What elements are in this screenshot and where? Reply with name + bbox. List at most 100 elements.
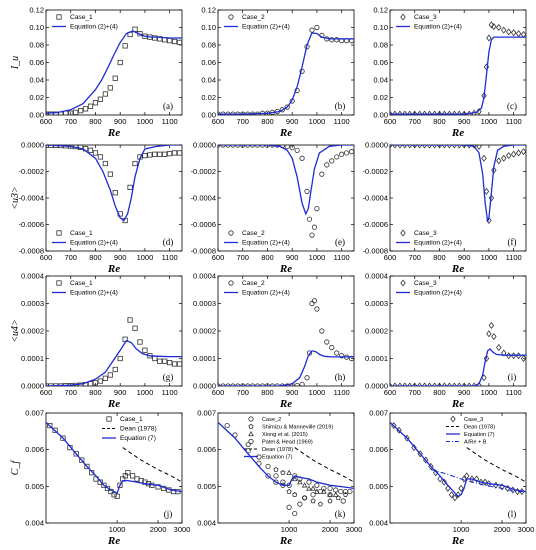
series-line [218,350,354,386]
data-point [466,382,472,386]
legend-label: Equation (2)+(4) [70,290,118,297]
plot-area [390,21,526,115]
data-point [87,147,94,153]
x-tick-label: 1000 [281,525,298,534]
data-point [97,154,103,160]
y-tick-label: -0.0008 [191,247,216,256]
data-point [411,444,417,452]
x-tick-label: 700 [408,117,421,126]
data-point [102,160,108,167]
data-point [397,145,403,149]
y-tick-label: -0.0006 [363,220,388,229]
x-tick-label: 900 [114,388,127,397]
x-tick-label: 600 [212,253,225,262]
data-point [127,184,133,190]
y-tick-label: -0.0006 [19,220,44,229]
panel-label: (l) [508,509,517,519]
data-point [314,482,320,488]
x-tick-label: 800 [261,388,274,397]
legend-marker [400,13,406,21]
data-point [426,110,433,115]
data-point [339,151,345,157]
data-point [67,444,73,451]
data-point [446,382,453,386]
data-point [78,108,84,114]
y-tick-label: 0.007 [197,409,216,418]
data-point [310,485,316,491]
x-tick-label: 3000 [346,525,363,534]
series-line [46,145,182,222]
x-axis-label: Re [107,535,120,547]
x-axis-label: Re [279,398,292,410]
data-point [142,152,148,159]
data-point [441,145,448,149]
data-point [338,488,344,495]
legend-label: Shimizu & Manneville (2019) [262,425,333,431]
legend-marker [106,416,112,422]
data-point [397,110,403,115]
x-tick-label: 1100 [506,253,522,262]
data-point [436,145,443,149]
data-point [107,85,113,91]
y-tick-label: 0.02 [201,93,216,102]
data-point [451,145,457,149]
data-point [112,75,118,81]
legend-label: Case_1 [70,230,93,237]
y-tick-label: 0.12 [201,6,216,15]
legend-label: Patel & Head (1969) [262,440,313,446]
legend-label: Case_3 [414,230,437,237]
x-tick-label: 800 [433,253,446,262]
x-tick-label: 900 [458,388,471,397]
panel-i: 0.0000 0.0001 0.0002 0.0003 0.0004 600 700 800 9… [365,272,527,410]
data-point [327,492,333,498]
data-point [176,39,182,45]
data-point [441,110,448,115]
data-point [97,378,103,384]
data-point [486,330,492,338]
data-point [448,491,455,499]
y-tick-label: -0.0004 [191,194,216,203]
legend-label: Case_1 [70,280,93,287]
axes-frame [217,412,355,524]
x-axis-label: Re [107,398,120,410]
data-point [286,488,292,494]
data-point [486,34,492,42]
series-line [294,447,354,483]
data-point [421,382,428,386]
data-point [340,498,346,504]
data-point [280,470,286,475]
data-point [334,350,340,356]
panel-label: (e) [335,237,345,247]
y-tick-label: -0.0006 [191,220,216,229]
panel-label: (f) [508,237,517,247]
data-point [157,151,163,157]
legend-marker [56,280,62,286]
data-point [304,188,310,194]
x-tick-label: 2000 [322,525,339,534]
y-tick-label: 0.0002 [21,327,44,336]
y-tick-label: 0.0002 [365,327,388,336]
plot-area [218,145,354,238]
plot-area [390,145,526,225]
x-tick-label: 600 [40,388,53,397]
data-point [431,382,438,386]
x-tick-label: 3000 [174,525,191,534]
panel-label: (g) [163,372,174,382]
x-tick-label: 1000 [137,253,154,262]
data-point [402,145,408,149]
series-line [466,447,526,483]
data-point [137,339,143,345]
data-point [483,187,490,195]
data-point [441,382,448,386]
axes-frame [389,144,527,252]
x-tick-label: 700 [408,253,421,262]
series-line [390,36,526,115]
data-point [327,485,333,492]
data-point [132,160,138,167]
legend-marker [450,415,456,423]
data-point [496,343,502,352]
data-point [476,145,482,150]
x-tick-label: 800 [89,388,102,397]
data-point [304,375,310,381]
